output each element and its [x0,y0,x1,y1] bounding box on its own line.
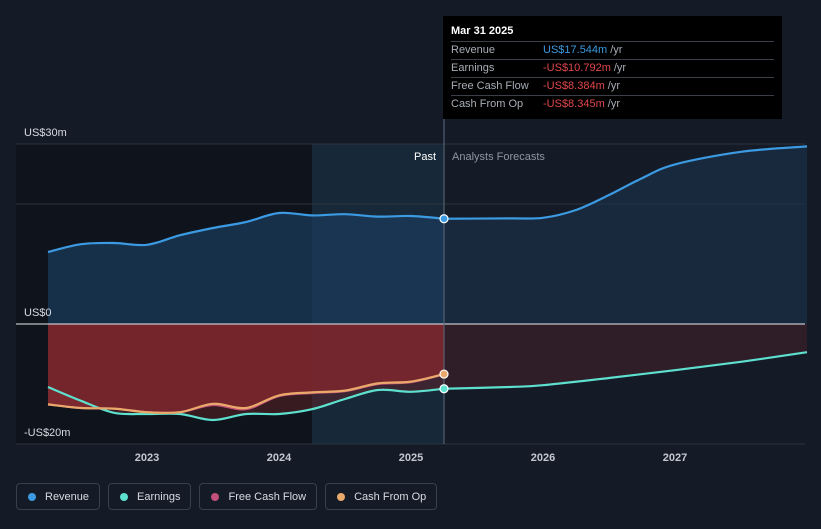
tooltip-row-cash-from-op: Cash From Op -US$8.345m /yr [451,95,774,113]
x-tick-label: 2024 [267,452,292,464]
earnings-marker [439,384,449,394]
y-tick-label: US$0 [24,307,52,319]
legend-dot-icon [120,492,129,501]
legend-item-free-cash-flow[interactable]: Free Cash Flow [199,483,318,510]
legend-dot-icon [28,492,36,501]
tooltip-label: Cash From Op [451,98,524,110]
tooltip-row-free-cash-flow: Free Cash Flow -US$8.384m /yr [451,77,774,95]
revenue-forecast-area [444,146,807,324]
earnings-line [47,385,445,422]
legend-dot-icon [337,492,346,501]
tooltip-unit: /yr [613,62,627,74]
x-tick-label: 2027 [663,452,687,464]
tooltip-value: US$17.544m [543,44,608,56]
cash-from-op-line [47,372,445,415]
x-tick-label: 2023 [135,452,159,464]
revenue-area [48,212,444,324]
tooltip-label: Revenue [451,44,496,56]
legend-item-cash-from-op[interactable]: Cash From Op [325,483,438,510]
revenue-line [47,211,445,254]
tooltip-label: Earnings [451,62,495,74]
tooltip-row-revenue: Revenue US$17.544m /yr [451,41,774,59]
earnings-area [48,324,444,420]
tooltip-value: -US$8.345m [543,98,605,110]
x-tick-label: 2025 [399,452,423,464]
x-tick-label: 2026 [531,452,555,464]
past-label: Past [414,151,436,163]
legend-item-earnings[interactable]: Earnings [108,483,192,510]
tooltip-date: Mar 31 2025 [451,25,514,37]
tooltip-value: -US$8.384m [543,80,605,92]
chart-legend: Revenue Earnings Free Cash Flow Cash Fro… [16,483,438,510]
revenue-forecast-line [443,145,808,220]
legend-label: Earnings [137,490,181,503]
cash-from-op-marker [439,369,449,379]
legend-label: Revenue [45,490,90,503]
cash-from-op-area [48,324,444,413]
legend-item-revenue[interactable]: Revenue [16,483,101,510]
tooltip-unit: /yr [607,98,620,110]
earnings-forecast-area [444,324,807,389]
tooltip-value: -US$10.792m [543,62,611,74]
y-tick-label: US$30m [24,127,67,139]
tooltip-unit: /yr [607,80,620,92]
tooltip-unit: /yr [610,44,623,56]
forecast-label: Analysts Forecasts [452,151,545,163]
legend-dot-icon [211,492,220,501]
earnings-forecast-line [443,351,808,390]
legend-label: Free Cash Flow [228,490,307,503]
tooltip-panel: Mar 31 2025 Revenue US$17.544m /yr Earni… [443,16,782,119]
tooltip-label: Free Cash Flow [451,80,529,92]
tooltip-row-earnings: Earnings -US$10.792m /yr [451,59,774,77]
y-tick-label: -US$20m [24,427,70,439]
legend-label: Cash From Op [354,490,427,503]
revenue-marker [439,214,449,224]
